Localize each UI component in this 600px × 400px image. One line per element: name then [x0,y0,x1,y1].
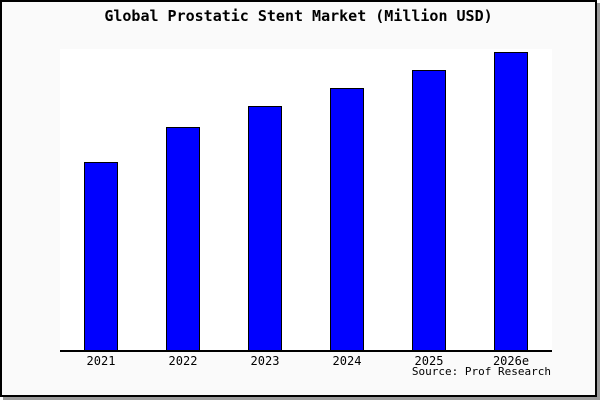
bar-slot [470,49,552,350]
bar-slot [388,49,470,350]
plot-area [60,49,552,352]
chart-title: Global Prostatic Stent Market (Million U… [104,7,493,25]
bar-2021 [84,162,118,350]
x-axis-tick-labels: 2021 2022 2023 2024 2025 2026e [60,354,552,368]
bar-2023 [248,105,282,350]
x-tick-label-2025: 2025 [414,354,444,368]
bar-2024 [330,87,364,350]
bar-slot [142,49,224,350]
source-caption: Source: Prof Research [411,365,551,378]
bars-container [60,49,552,350]
bar-2025 [412,69,446,350]
bar-slot [60,49,142,350]
x-tick-label-2021: 2021 [86,354,116,368]
bar-2022 [166,126,200,350]
x-tick-label-2022: 2022 [168,354,198,368]
x-tick-label-2026e: 2026e [492,354,530,368]
bar-slot [306,49,388,350]
bar-slot [224,49,306,350]
bar-2026e [494,51,528,350]
x-tick-label-2023: 2023 [250,354,280,368]
x-tick-label-2024: 2024 [332,354,362,368]
